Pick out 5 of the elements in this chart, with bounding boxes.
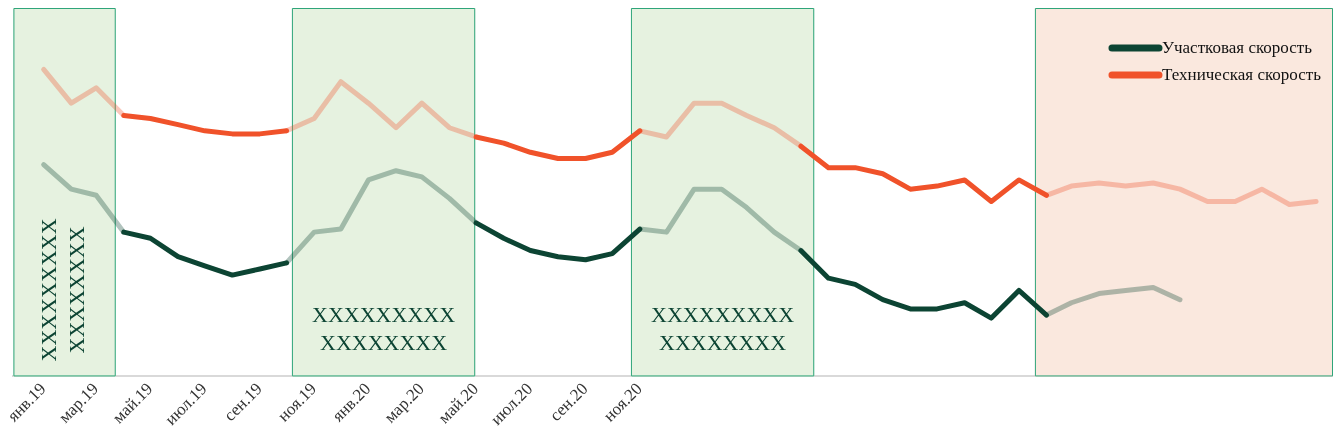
band-label: XXXXXXXXX XXXXXXXX [651,302,795,356]
band-label: XXXXXXXXX XXXXXXXX [312,302,456,356]
band-label: XXXXXXXXX XXXXXXXX [36,218,90,362]
legend-label: Техническая скорость [1161,65,1322,85]
legend-label: Участковая скорость [1161,38,1313,58]
